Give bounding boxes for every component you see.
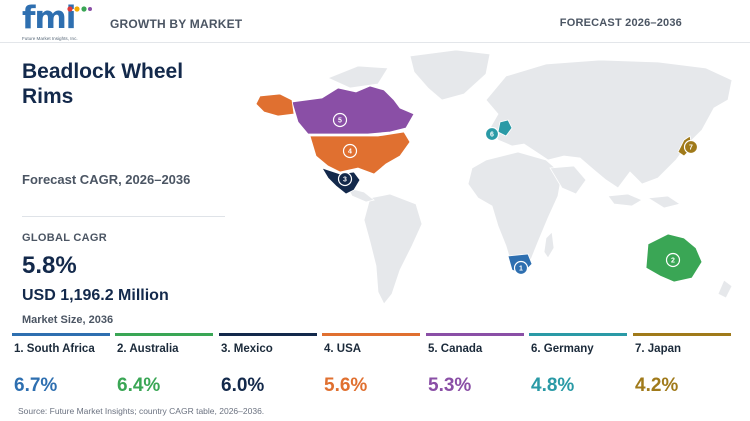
country-name: 1. South Africa — [14, 343, 95, 355]
svg-text:5: 5 — [338, 118, 342, 125]
fmi-logo[interactable]: fmi Future Market Insights, Inc. — [22, 2, 94, 42]
page-title: Beadlock Wheel Rims — [22, 60, 184, 108]
highlighted-countries — [255, 85, 703, 283]
rank-markers: 5 4 3 6 7 1 2 — [332, 112, 699, 276]
marker-south-africa: 1 — [513, 260, 529, 276]
country-name: 2. Australia — [117, 343, 179, 355]
country-cagr: 6.7% — [14, 375, 58, 396]
market-size-value: USD 1,196.2 Million — [22, 287, 169, 304]
country-card-mexico[interactable]: 3. Mexico 6.0% — [219, 333, 317, 403]
country-card-australia[interactable]: 2. Australia 6.4% — [115, 333, 213, 403]
card-color-bar — [322, 333, 420, 336]
country-card-japan[interactable]: 7. Japan 4.2% — [633, 333, 731, 403]
svg-text:3: 3 — [343, 177, 347, 184]
country-cagr: 5.6% — [324, 375, 368, 396]
country-name: 4. USA — [324, 343, 362, 355]
country-cagr: 6.0% — [221, 375, 265, 396]
global-cagr-value: 5.8% — [22, 252, 77, 279]
marker-mexico: 3 — [337, 171, 353, 187]
country-name: 6. Germany — [531, 343, 594, 355]
forecast-cagr-label: Forecast CAGR, 2026–2036 — [22, 172, 191, 187]
logo-people-icon — [67, 6, 92, 12]
svg-text:1: 1 — [519, 266, 523, 273]
marker-germany: 6 — [484, 126, 500, 142]
header: fmi Future Market Insights, Inc. GROWTH … — [0, 0, 750, 43]
country-name: 5. Canada — [428, 343, 483, 355]
card-color-bar — [219, 333, 317, 336]
country-name: 3. Mexico — [221, 343, 273, 355]
card-color-bar — [12, 333, 110, 336]
country-card-germany[interactable]: 6. Germany 4.8% — [529, 333, 627, 403]
country-card-usa[interactable]: 4. USA 5.6% — [322, 333, 420, 403]
usa-region — [309, 131, 411, 175]
country-cagr-strip: 1. South Africa 6.7% 2. Australia 6.4% 3… — [12, 333, 738, 403]
card-color-bar — [115, 333, 213, 336]
card-color-bar — [529, 333, 627, 336]
card-color-bar — [426, 333, 524, 336]
header-section-label: GROWTH BY MARKET — [110, 17, 243, 31]
svg-text:7: 7 — [689, 145, 693, 152]
svg-text:4: 4 — [348, 149, 352, 156]
svg-text:2: 2 — [671, 258, 675, 265]
market-size-label: Market Size, 2036 — [22, 314, 114, 326]
country-cagr: 4.8% — [531, 375, 575, 396]
canada-region — [291, 85, 415, 135]
country-cagr: 5.3% — [428, 375, 472, 396]
marker-australia: 2 — [665, 252, 681, 268]
world-map: 5 4 3 6 7 1 2 — [255, 49, 733, 305]
marker-usa: 4 — [342, 143, 358, 159]
source-note: Source: Future Market Insights; country … — [18, 406, 265, 416]
card-color-bar — [633, 333, 731, 336]
country-name: 7. Japan — [635, 343, 682, 355]
country-cagr: 4.2% — [635, 375, 679, 396]
svg-text:6: 6 — [490, 132, 494, 139]
country-card-south-africa[interactable]: 1. South Africa 6.7% — [12, 333, 110, 403]
divider — [22, 216, 225, 217]
logo-tagline: Future Market Insights, Inc. — [22, 36, 78, 41]
country-cagr: 6.4% — [117, 375, 161, 396]
global-cagr-label: GLOBAL CAGR — [22, 232, 107, 244]
logo-word: fmi — [22, 0, 76, 36]
header-forecast-label: FORECAST 2026–2036 — [559, 17, 682, 29]
alaska-region — [255, 93, 295, 117]
base-land — [326, 49, 733, 305]
marker-japan: 7 — [683, 139, 699, 155]
germany-region — [497, 119, 513, 137]
marker-canada: 5 — [332, 112, 348, 128]
country-card-canada[interactable]: 5. Canada 5.3% — [426, 333, 524, 403]
